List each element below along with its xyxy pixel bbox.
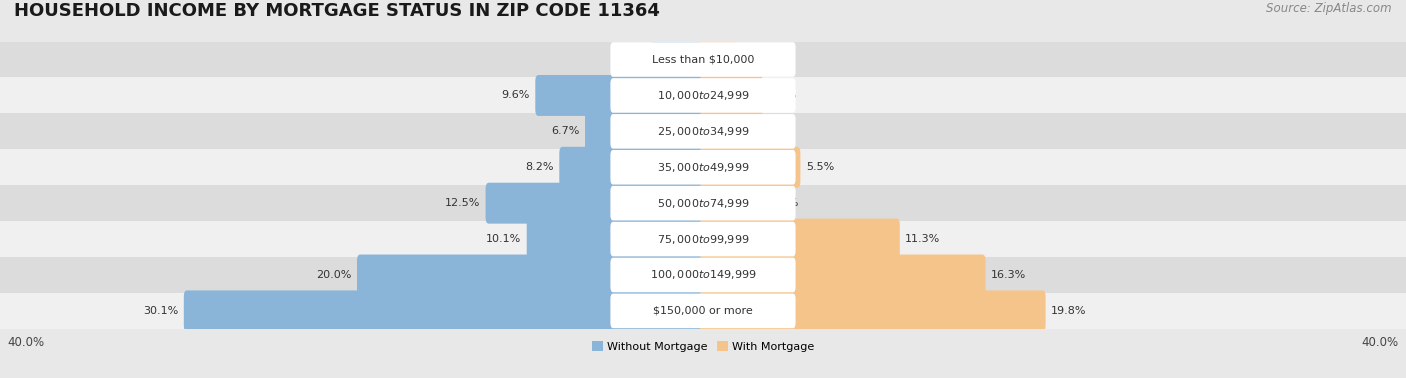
Text: 2.6%: 2.6% [756,126,785,136]
FancyBboxPatch shape [610,222,796,256]
Text: 3.3%: 3.3% [768,90,796,101]
FancyBboxPatch shape [700,39,737,80]
Text: 40.0%: 40.0% [1362,336,1399,349]
FancyBboxPatch shape [700,111,751,152]
Bar [0,42,1406,77]
Text: 11.3%: 11.3% [905,234,941,244]
Text: Source: ZipAtlas.com: Source: ZipAtlas.com [1267,2,1392,15]
FancyBboxPatch shape [610,42,796,77]
Text: 19.8%: 19.8% [1052,306,1087,316]
Bar [0,113,1406,149]
FancyBboxPatch shape [485,183,706,224]
FancyBboxPatch shape [585,111,706,152]
Text: $150,000 or more: $150,000 or more [654,306,752,316]
Text: $35,000 to $49,999: $35,000 to $49,999 [657,161,749,174]
FancyBboxPatch shape [700,290,1046,332]
Text: Less than $10,000: Less than $10,000 [652,54,754,65]
Text: 40.0%: 40.0% [7,336,44,349]
Text: 2.8%: 2.8% [617,54,647,65]
FancyBboxPatch shape [652,39,706,80]
Text: 3.4%: 3.4% [770,198,799,208]
Text: $10,000 to $24,999: $10,000 to $24,999 [657,89,749,102]
Text: $50,000 to $74,999: $50,000 to $74,999 [657,197,749,210]
Bar [0,293,1406,329]
Legend: Without Mortgage, With Mortgage: Without Mortgage, With Mortgage [588,337,818,356]
FancyBboxPatch shape [527,218,706,260]
Bar [0,77,1406,113]
FancyBboxPatch shape [700,75,762,116]
Text: 1.8%: 1.8% [742,54,770,65]
Text: 12.5%: 12.5% [444,198,479,208]
FancyBboxPatch shape [610,114,796,149]
Text: 20.0%: 20.0% [316,270,352,280]
FancyBboxPatch shape [536,75,706,116]
Text: 6.7%: 6.7% [551,126,579,136]
Text: 10.1%: 10.1% [486,234,522,244]
Text: 30.1%: 30.1% [143,306,179,316]
Text: $25,000 to $34,999: $25,000 to $34,999 [657,125,749,138]
Text: 8.2%: 8.2% [526,162,554,172]
Text: HOUSEHOLD INCOME BY MORTGAGE STATUS IN ZIP CODE 11364: HOUSEHOLD INCOME BY MORTGAGE STATUS IN Z… [14,2,659,20]
FancyBboxPatch shape [610,150,796,184]
Text: 5.5%: 5.5% [806,162,834,172]
Bar [0,149,1406,185]
Text: 9.6%: 9.6% [502,90,530,101]
FancyBboxPatch shape [184,290,706,332]
FancyBboxPatch shape [700,183,765,224]
Text: $75,000 to $99,999: $75,000 to $99,999 [657,232,749,246]
FancyBboxPatch shape [700,147,800,188]
FancyBboxPatch shape [700,218,900,260]
Bar [0,257,1406,293]
FancyBboxPatch shape [357,254,706,296]
Bar [0,185,1406,221]
Text: 16.3%: 16.3% [991,270,1026,280]
FancyBboxPatch shape [610,78,796,113]
FancyBboxPatch shape [610,258,796,292]
FancyBboxPatch shape [560,147,706,188]
FancyBboxPatch shape [700,254,986,296]
Bar [0,221,1406,257]
FancyBboxPatch shape [610,186,796,220]
FancyBboxPatch shape [610,294,796,328]
Text: $100,000 to $149,999: $100,000 to $149,999 [650,268,756,282]
